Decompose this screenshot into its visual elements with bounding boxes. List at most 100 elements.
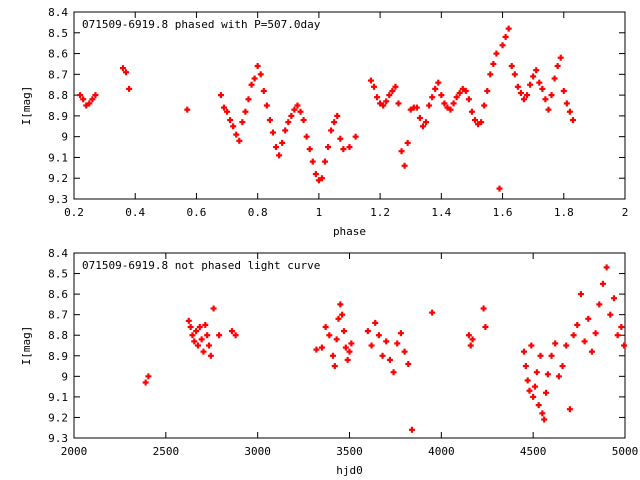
data-point	[621, 342, 628, 349]
data-point	[472, 117, 479, 124]
data-point	[282, 127, 289, 134]
data-point	[200, 348, 207, 355]
data-point	[227, 117, 234, 124]
y-tick-label: 8.4	[48, 247, 68, 260]
data-point	[585, 315, 592, 322]
data-point	[340, 328, 347, 335]
data-point	[397, 330, 404, 337]
data-point	[530, 73, 537, 80]
data-point	[119, 65, 126, 72]
data-point	[217, 92, 224, 99]
data-point	[344, 356, 351, 363]
data-point	[465, 96, 472, 103]
x-tick-label: 2000	[61, 445, 88, 458]
data-point	[505, 25, 512, 32]
y-tick-label: 8.9	[48, 110, 68, 123]
data-point	[548, 352, 555, 359]
data-point	[335, 315, 342, 322]
data-point	[300, 117, 307, 124]
data-point	[375, 332, 382, 339]
data-point	[352, 133, 359, 140]
data-point	[535, 402, 542, 409]
data-point	[416, 114, 423, 121]
chart-title: 071509-6919.8 phased with P=507.0day	[82, 18, 321, 31]
data-point	[383, 98, 390, 105]
data-point	[539, 85, 546, 92]
data-point	[520, 96, 527, 103]
data-point	[297, 108, 304, 115]
data-point	[539, 410, 546, 417]
y-tick-label: 8.5	[48, 268, 68, 281]
x-tick-label: 1.8	[554, 206, 574, 219]
data-point	[392, 83, 399, 90]
data-point	[607, 311, 614, 318]
data-point	[552, 340, 559, 347]
y-tick-label: 8.6	[48, 48, 68, 61]
data-point	[610, 295, 617, 302]
data-point	[429, 94, 436, 101]
data-point	[126, 85, 133, 92]
y-tick-label: 9.3	[48, 193, 68, 206]
data-point	[185, 317, 192, 324]
data-point	[346, 348, 353, 355]
data-point	[419, 123, 426, 130]
x-tick-label: 1.4	[431, 206, 451, 219]
data-point	[618, 324, 625, 330]
data-point	[193, 328, 200, 335]
data-point	[372, 319, 379, 326]
data-point	[468, 108, 475, 115]
data-point	[309, 158, 316, 165]
data-point	[423, 119, 430, 126]
data-point	[401, 162, 408, 169]
y-tick-label: 9	[61, 131, 68, 144]
data-point	[260, 87, 267, 94]
data-point	[603, 264, 610, 271]
data-point	[544, 371, 551, 378]
data-point	[326, 332, 333, 339]
data-point	[318, 344, 325, 351]
y-tick-label: 9.2	[48, 172, 68, 185]
data-point	[502, 33, 509, 40]
y-tick-label: 8.4	[48, 6, 68, 19]
x-tick-label: 5000	[612, 445, 639, 458]
x-tick-label: 3500	[336, 445, 363, 458]
x-tick-label: 0.2	[64, 206, 84, 219]
data-point	[230, 123, 237, 130]
data-point	[484, 87, 491, 94]
data-point	[533, 67, 540, 74]
data-point	[236, 137, 243, 144]
data-point	[239, 119, 246, 126]
data-point	[325, 144, 332, 151]
data-point	[394, 340, 401, 347]
data-point	[528, 342, 535, 349]
data-point	[493, 50, 500, 57]
data-point	[496, 185, 503, 192]
data-point	[189, 332, 196, 339]
data-point	[482, 324, 489, 330]
y-axis-label: I[mag]	[20, 326, 33, 366]
data-point	[318, 175, 325, 182]
data-point	[456, 90, 463, 97]
data-point	[499, 42, 506, 49]
y-tick-label: 8.8	[48, 329, 68, 342]
data-point	[379, 352, 386, 359]
data-point	[306, 146, 313, 153]
data-point	[328, 127, 335, 134]
data-point	[395, 100, 402, 107]
y-tick-label: 8.7	[48, 68, 68, 81]
data-point	[204, 332, 211, 339]
data-point	[257, 71, 264, 78]
data-point	[86, 100, 93, 107]
data-point	[532, 383, 539, 390]
data-point	[333, 336, 340, 343]
data-point	[210, 305, 217, 312]
data-point	[524, 92, 531, 99]
data-point	[220, 104, 227, 111]
data-point	[191, 338, 198, 345]
data-point	[346, 144, 353, 151]
x-tick-label: 4000	[428, 445, 455, 458]
data-point	[435, 79, 442, 86]
x-tick-label: 4500	[520, 445, 547, 458]
data-point	[383, 338, 390, 345]
data-point	[266, 117, 273, 124]
